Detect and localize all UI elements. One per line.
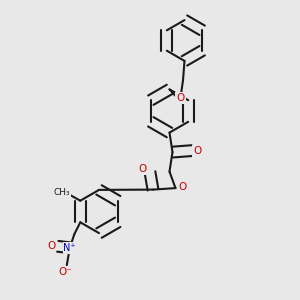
Text: O⁻: O⁻	[58, 267, 72, 277]
Text: O: O	[138, 164, 147, 174]
Text: O: O	[178, 182, 186, 192]
Text: N⁺: N⁺	[64, 243, 76, 253]
Text: CH₃: CH₃	[53, 188, 70, 197]
Text: O: O	[176, 93, 185, 103]
Text: O: O	[193, 146, 202, 156]
Text: O: O	[47, 241, 55, 251]
